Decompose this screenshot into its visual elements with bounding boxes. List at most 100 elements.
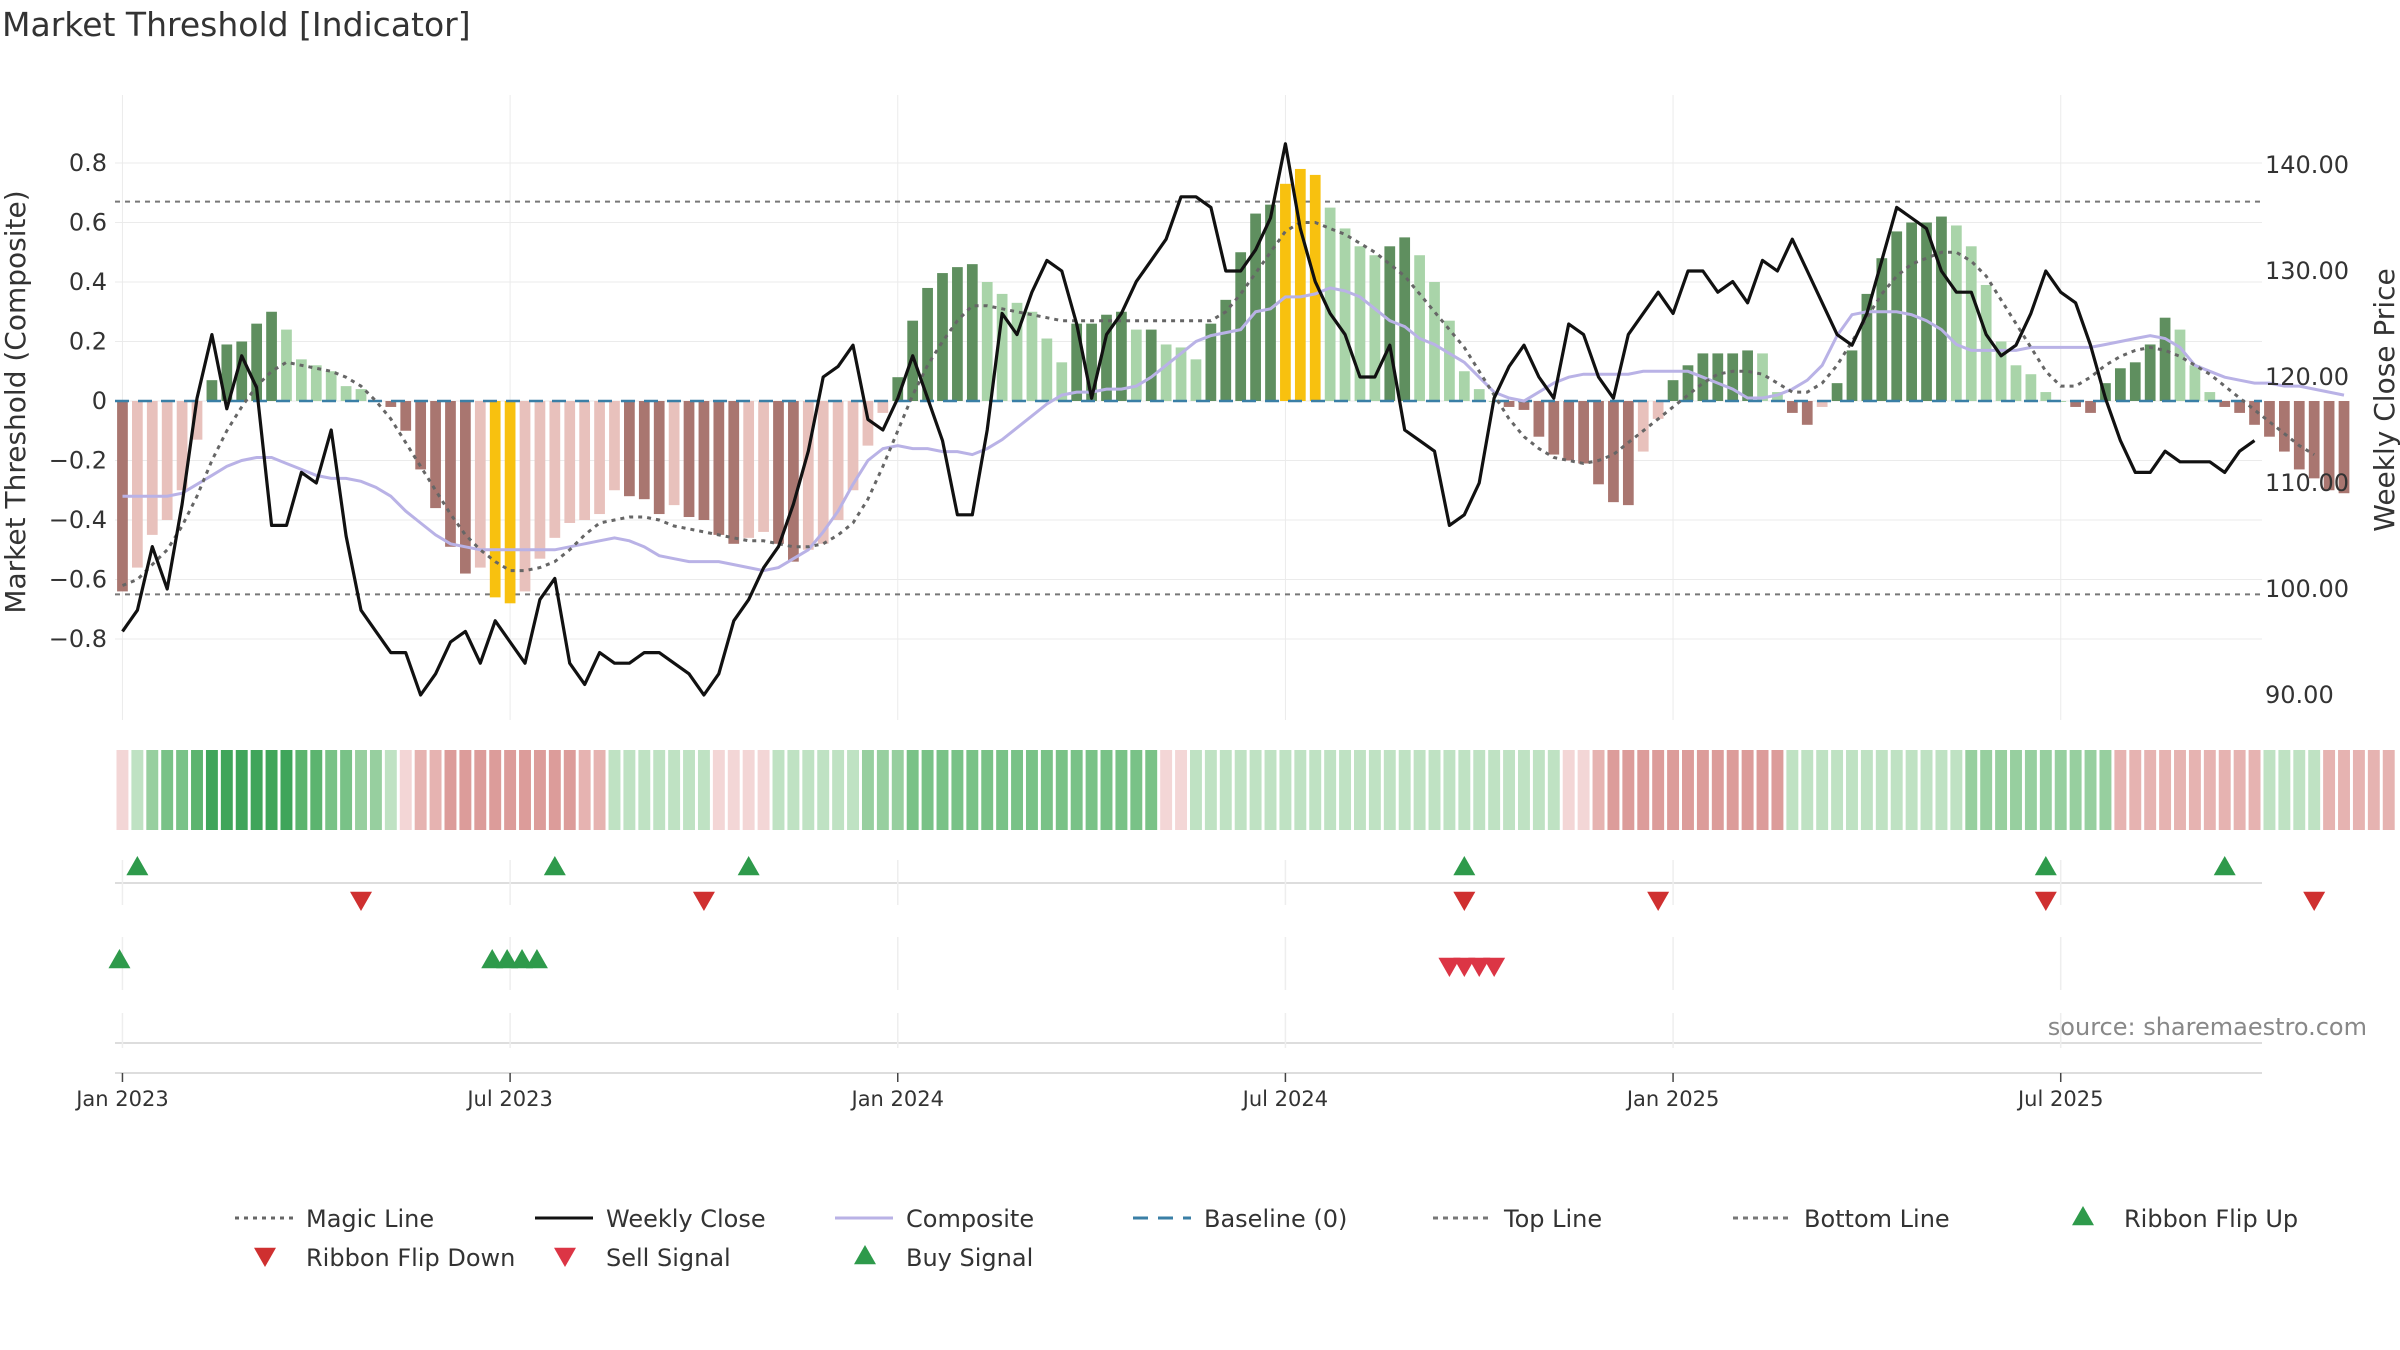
- ribbon-cell: [787, 750, 800, 830]
- composite-bar: [1205, 323, 1217, 401]
- ribbon-cell: [847, 750, 859, 830]
- ribbon-cell: [1324, 750, 1337, 830]
- ribbon-cell: [2382, 750, 2395, 830]
- x-axis: Jan 2023 Jul 2023 Jan 2024 Jul 2024 Jan 2025…: [74, 1073, 2103, 1111]
- ribbon-cell: [1055, 750, 1068, 830]
- ribbon-cell: [1756, 750, 1769, 830]
- composite-bar: [146, 401, 158, 535]
- composite-bar: [1354, 246, 1366, 401]
- ribbon-cell: [563, 750, 576, 830]
- composite-bar: [296, 359, 307, 401]
- composite-line: [122, 286, 2345, 573]
- ribbon-cell: [876, 750, 889, 830]
- ribbon-flip-down-marker: [350, 891, 373, 911]
- sell-signal-marker: [1483, 957, 1506, 977]
- composite-bar: [504, 401, 516, 604]
- ribbon-cell: [1577, 750, 1590, 830]
- ribbon-cell: [474, 750, 487, 830]
- composite-bar: [251, 323, 263, 401]
- ribbon-flip-up-marker: [543, 856, 566, 876]
- composite-bar: [638, 401, 650, 500]
- composite-bar: [460, 401, 471, 574]
- composite-bar: [668, 401, 680, 506]
- ribbon-cell: [1965, 750, 1978, 830]
- ribbon-cell: [1473, 750, 1486, 830]
- ribbon-cell: [2338, 750, 2350, 830]
- composite-bar: [1265, 204, 1276, 401]
- composite-bar: [519, 401, 531, 592]
- composite-bar: [788, 401, 799, 562]
- composite-bar: [1011, 302, 1023, 401]
- ribbon-cell: [1398, 750, 1411, 830]
- ribbon-cell: [191, 750, 203, 830]
- composite-bar: [1563, 401, 1575, 461]
- ribbon-cell: [459, 750, 472, 830]
- composite-bar: [683, 401, 695, 518]
- ribbon-cell: [891, 750, 904, 830]
- ribbon-cell: [1637, 750, 1650, 830]
- ribbon-flip-down-marker: [692, 891, 715, 911]
- ribbon-cell: [146, 750, 159, 830]
- composite-bar: [445, 401, 456, 547]
- composite-bar: [400, 401, 412, 431]
- ribbon-cell: [369, 750, 382, 830]
- composite-bar: [221, 344, 233, 401]
- composite-bar: [1861, 293, 1873, 401]
- ribbon-cell: [1011, 750, 1024, 830]
- composite-bar: [564, 401, 576, 523]
- composite-bar: [2100, 383, 2111, 401]
- composite-bar: [1831, 383, 1843, 401]
- legend-label: Magic Line: [306, 1205, 434, 1233]
- ribbon-cell: [325, 750, 338, 830]
- ribbon-cell: [2248, 750, 2261, 830]
- ribbon-flip-up-marker: [737, 856, 760, 876]
- ribbon-cell: [1309, 750, 1322, 830]
- ribbon-cell: [1279, 750, 1292, 830]
- composite-bar: [161, 401, 173, 520]
- composite-bar: [758, 401, 769, 532]
- composite-bar: [1384, 246, 1396, 401]
- composite-bar: [1786, 401, 1798, 413]
- buy-signal-marker: [481, 949, 504, 969]
- composite-bar: [176, 401, 188, 491]
- legend-label: Sell Signal: [606, 1244, 731, 1272]
- ribbon-cell: [1696, 750, 1709, 830]
- ribbon-cell: [1488, 750, 1501, 830]
- ribbon-cell: [936, 750, 949, 830]
- ribbon-cell: [1905, 750, 1918, 830]
- composite-bar: [1250, 213, 1261, 401]
- sell-signal-marker: [1438, 957, 1461, 977]
- composite-bar: [1876, 258, 1888, 401]
- y-tick-label: 0.4: [69, 268, 107, 296]
- ribbon-cell: [2129, 750, 2142, 830]
- composite-bar: [907, 320, 919, 401]
- y2-axis-label: Weekly Close Price: [2368, 268, 2400, 531]
- ribbon-cell: [1920, 750, 1933, 830]
- ribbon-cell: [1353, 750, 1366, 830]
- ribbon-cell: [2233, 750, 2246, 830]
- ribbon-cell: [2293, 750, 2306, 830]
- composite-bar: [2070, 401, 2081, 407]
- composite-bar: [1652, 401, 1664, 419]
- ribbon-cell: [683, 750, 695, 830]
- composite-bar: [1667, 380, 1679, 401]
- composite-bar: [1130, 329, 1142, 401]
- ribbon-flip-up-marker: [2213, 856, 2236, 876]
- ribbon-cell: [265, 750, 278, 830]
- ribbon-cell: [1786, 750, 1799, 830]
- composite-bar: [340, 386, 352, 401]
- ribbon-cell: [1234, 750, 1247, 830]
- y2-tick-label: 140.00: [2265, 151, 2349, 179]
- ribbon-cell: [981, 750, 994, 830]
- ribbon-cell: [1547, 750, 1560, 830]
- y-tick-label: 0.8: [69, 149, 107, 177]
- composite-bar: [1369, 255, 1381, 401]
- ribbon-cell: [2159, 750, 2172, 830]
- ribbon-cell: [2188, 750, 2201, 830]
- x-tick-label: Jan 2023: [74, 1087, 169, 1111]
- composite-bar: [579, 401, 591, 520]
- legend-label: Ribbon Flip Down: [306, 1244, 515, 1272]
- ribbon-cell: [742, 750, 755, 830]
- legend-marker: [2072, 1206, 2094, 1226]
